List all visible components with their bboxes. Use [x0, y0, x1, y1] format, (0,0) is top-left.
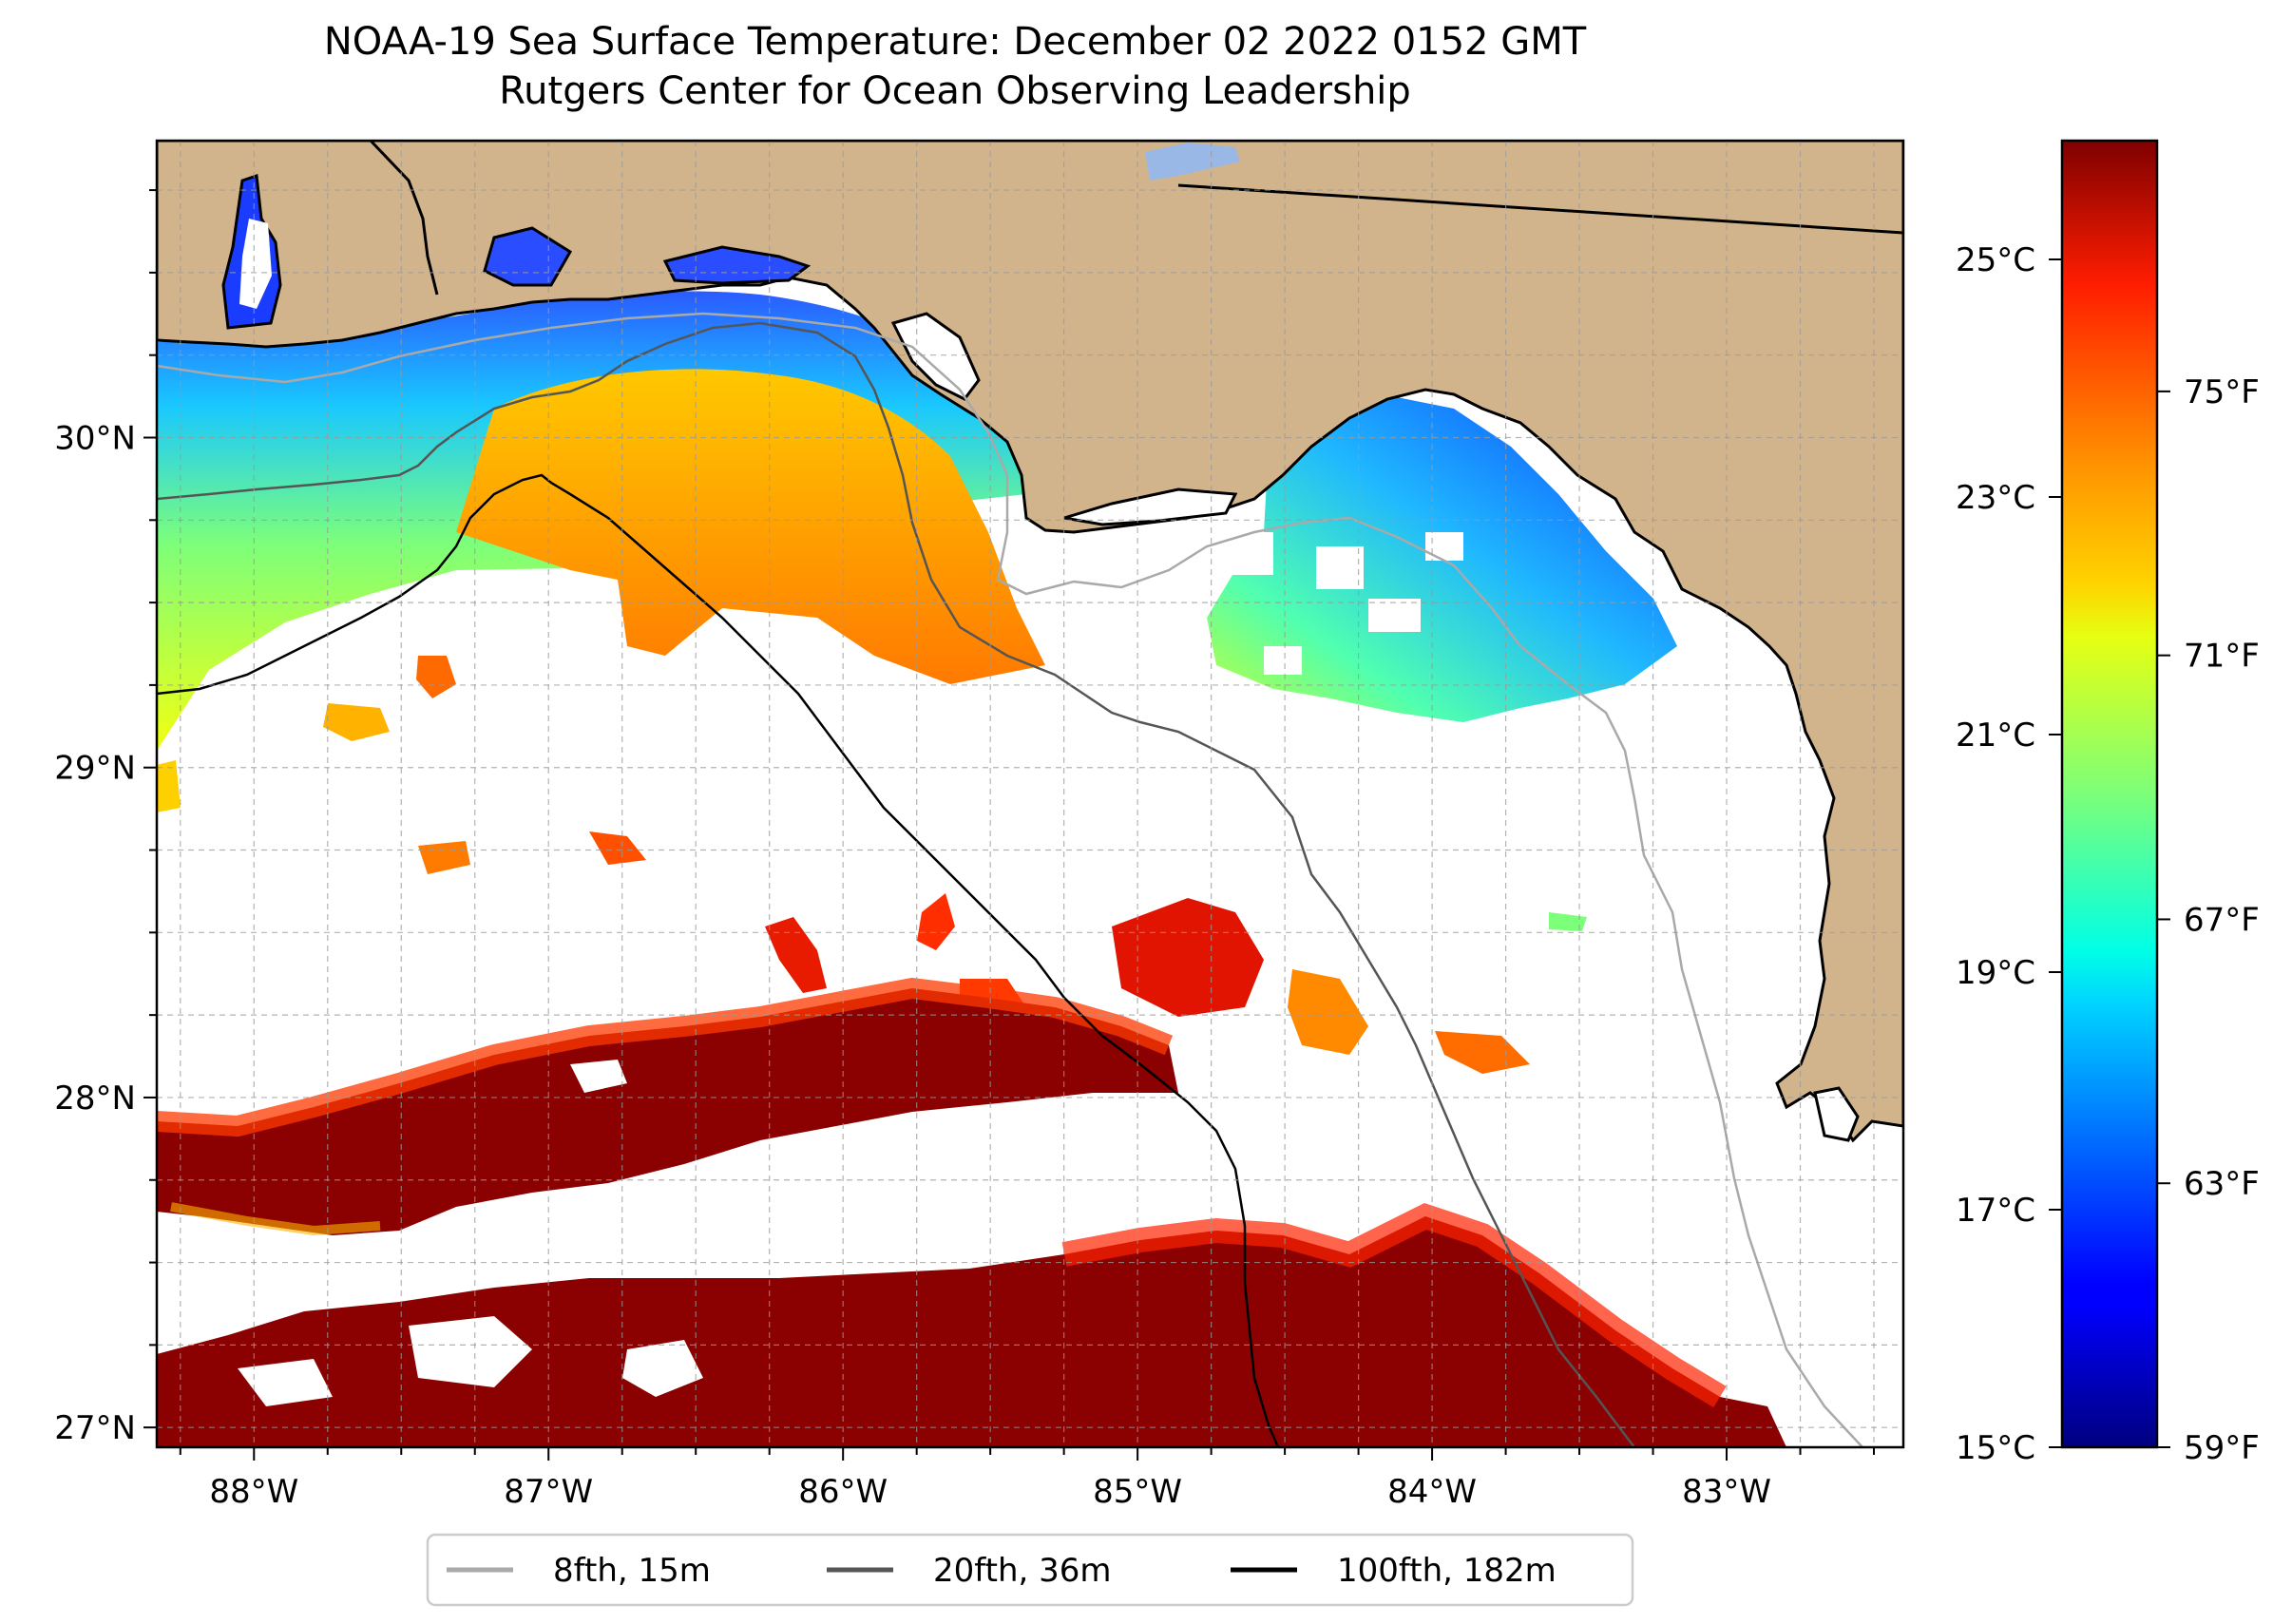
legend-label: 8fth, 15m [553, 1552, 711, 1590]
sst-patch [416, 656, 456, 698]
colorbar: 15°C 17°C 19°C 21°C 23°C 25°C 59°F 63°F 67°F 71°F… [1956, 139, 2260, 1467]
celsius-tick-label: 17°C [1956, 1192, 2035, 1230]
land-layer [157, 141, 1903, 1143]
cloud-hole [1368, 599, 1421, 632]
celsius-tick-label: 15°C [1956, 1429, 2035, 1467]
sst-warm-band-upper [157, 988, 1178, 1235]
fahrenheit-tick-label: 67°F [2184, 901, 2260, 939]
fahrenheit-tick-label: 63°F [2184, 1165, 2260, 1203]
celsius-tick-label: 25°C [1956, 241, 2035, 279]
celsius-tick-label: 21°C [1956, 716, 2035, 755]
colorbar-gradient [2062, 141, 2157, 1447]
map-subtitle: Rutgers Center for Ocean Observing Leade… [499, 69, 1411, 113]
cloud-hole [238, 1359, 333, 1406]
map-axes: 88°W 87°W 86°W 85°W 84°W 83°W 27°N 28°N 29°N 30°N [54, 189, 1876, 1511]
contour-8fth [157, 312, 1863, 1447]
colorbar-frame [2060, 139, 2159, 1449]
cloud-hole [622, 1340, 703, 1397]
x-tick-label: 86°W [798, 1473, 888, 1511]
x-tick-label: 85°W [1093, 1473, 1182, 1511]
y-tick-label: 27°N [54, 1409, 136, 1447]
sst-band-edge [170, 1202, 381, 1236]
legend-frame [426, 1533, 1634, 1607]
sst-patch [157, 760, 181, 812]
legend-label: 20fth, 36m [933, 1552, 1112, 1590]
x-tick-label: 84°W [1387, 1473, 1477, 1511]
sst-patch [1112, 898, 1264, 1017]
apalachicola-bay [1063, 487, 1238, 526]
fahrenheit-tick-label: 75°F [2184, 373, 2260, 411]
bay-white [239, 219, 272, 309]
land-mainland [157, 141, 1903, 1143]
sst-patch [1288, 969, 1368, 1055]
lake [1145, 143, 1240, 181]
sst-patch [589, 831, 646, 865]
map-panel: 88°W 87°W 86°W 85°W 84°W 83°W 27°N 28°N 29°N 30°N [54, 139, 1905, 1511]
celsius-tick-label: 19°C [1956, 954, 2035, 992]
sst-patch [1549, 912, 1587, 931]
sst-patch [917, 893, 955, 950]
colorbar-ticks: 15°C 17°C 19°C 21°C 23°C 25°C 59°F 63°F 67°F 71°F… [1956, 241, 2260, 1467]
x-tick-label: 83°W [1682, 1473, 1771, 1511]
cloud-hole [1207, 532, 1273, 575]
tampa-bay [1813, 1086, 1860, 1142]
legend-label: 100fth, 182m [1337, 1552, 1557, 1590]
sst-patch [323, 703, 390, 741]
map-frame [155, 139, 1905, 1449]
fahrenheit-tick-label: 59°F [2184, 1429, 2260, 1467]
cloud-hole [1425, 532, 1463, 561]
y-tick-label: 28°N [54, 1079, 136, 1118]
fahrenheit-tick-label: 71°F [2184, 638, 2260, 676]
state-border [369, 141, 439, 296]
cloud-hole [1316, 546, 1364, 589]
sst-warm-region [456, 369, 1045, 684]
cloud-hole [1264, 646, 1302, 675]
state-border [1177, 183, 1903, 235]
title-block: NOAA-19 Sea Surface Temperature: Decembe… [0, 17, 1910, 116]
choctawhatchee-bay [662, 245, 812, 285]
sst-warm-band-lower [157, 1216, 1786, 1447]
cloud-hole [409, 1316, 532, 1387]
cloud-hole [570, 1060, 627, 1093]
y-tick-label: 29°N [54, 750, 136, 788]
contour-100fth [157, 473, 1280, 1447]
legend: 8fth, 15m 20fth, 36m 100fth, 182m [426, 1533, 1634, 1607]
gridlines [157, 141, 1903, 1447]
x-tick-label: 88°W [209, 1473, 298, 1511]
celsius-tick-label: 23°C [1956, 479, 2035, 517]
sst-patch [765, 917, 827, 993]
sst-band-edge [1061, 1202, 1727, 1408]
y-tick-label: 30°N [54, 420, 136, 458]
x-tick-label: 87°W [504, 1473, 593, 1511]
map-title: NOAA-19 Sea Surface Temperature: Decembe… [323, 20, 1587, 64]
sst-patch [418, 841, 470, 874]
